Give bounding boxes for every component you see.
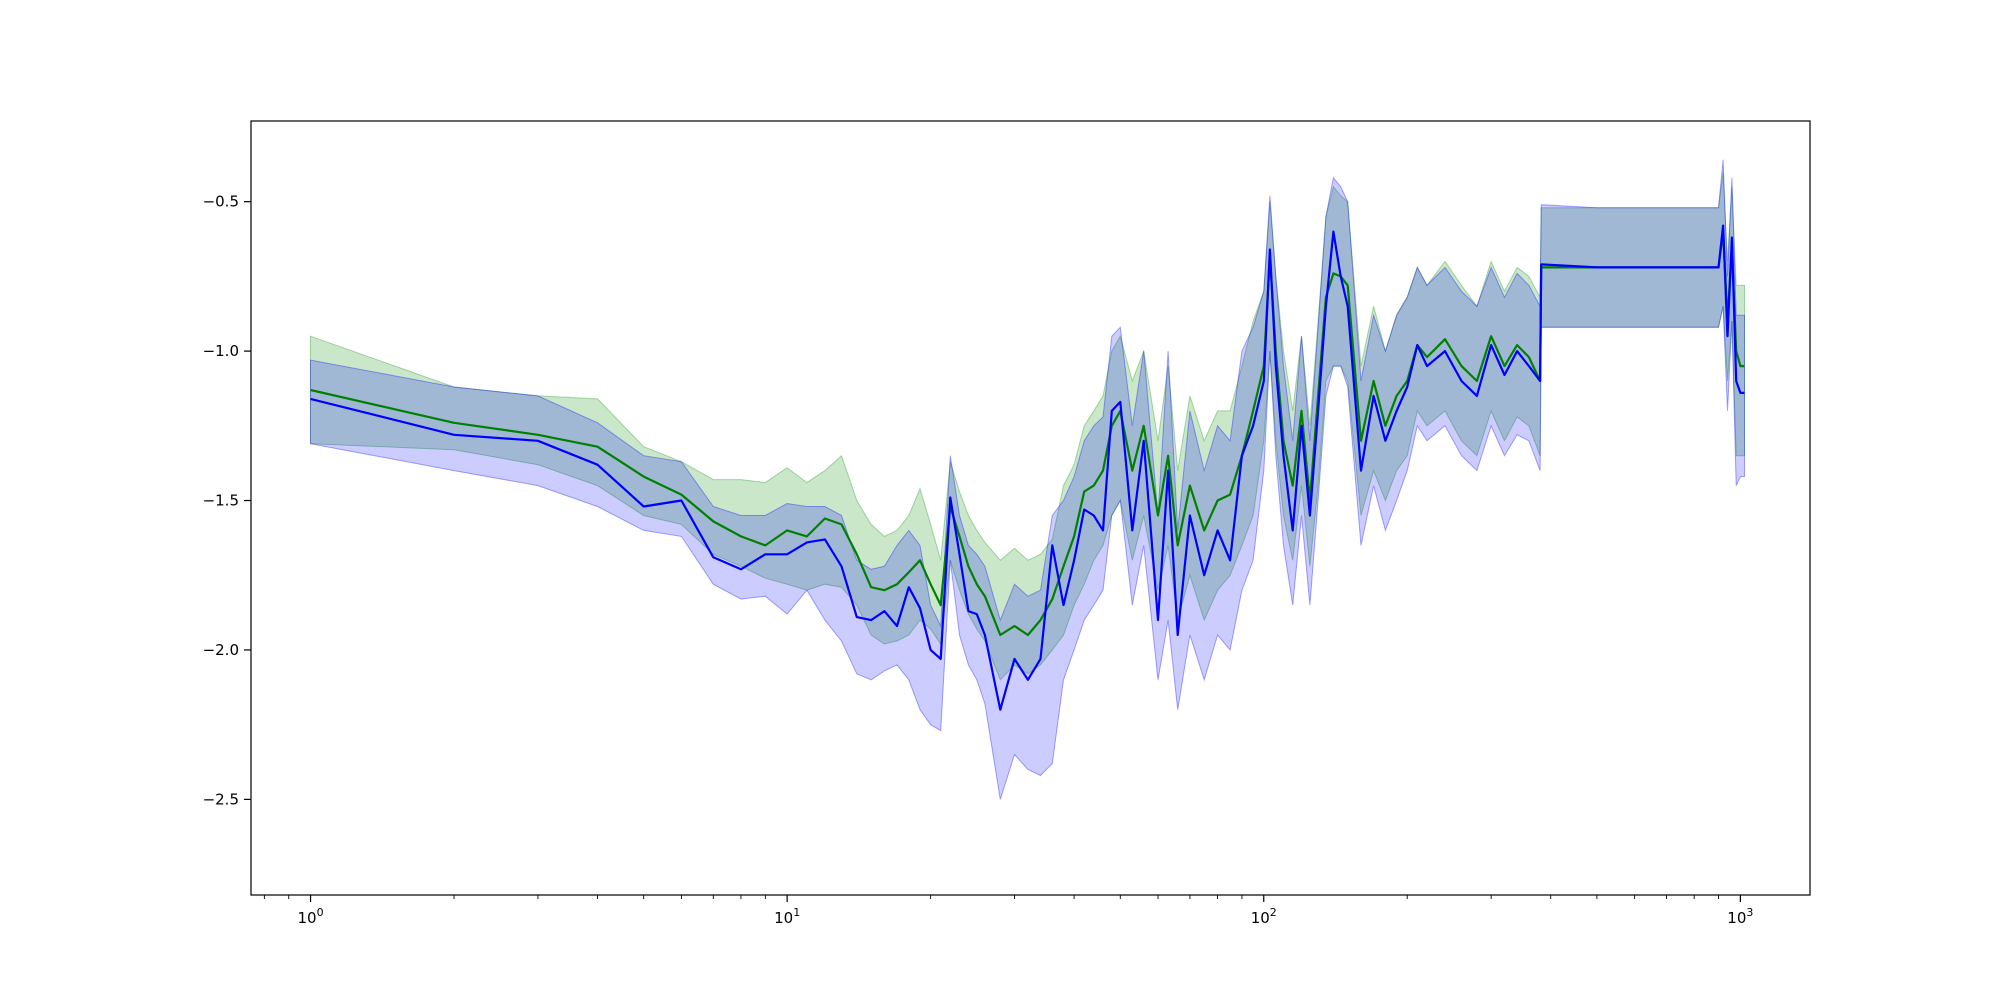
series-lines (310, 224, 1745, 711)
series-1-band (310, 159, 1745, 800)
y-tick-label: −0.5 (203, 193, 239, 211)
y-tick-label: −1.0 (203, 342, 239, 360)
y-axis: −0.5 −1.0 −1.5 −2.0 −2.5 (203, 193, 251, 808)
y-tick-label: −2.0 (203, 641, 239, 659)
series-0-line (310, 230, 1745, 637)
y-tick-label: −2.5 (203, 790, 239, 808)
y-tick-label: −1.5 (203, 492, 239, 510)
plot-area-frame (250, 120, 1811, 896)
series-1-line (310, 224, 1745, 711)
